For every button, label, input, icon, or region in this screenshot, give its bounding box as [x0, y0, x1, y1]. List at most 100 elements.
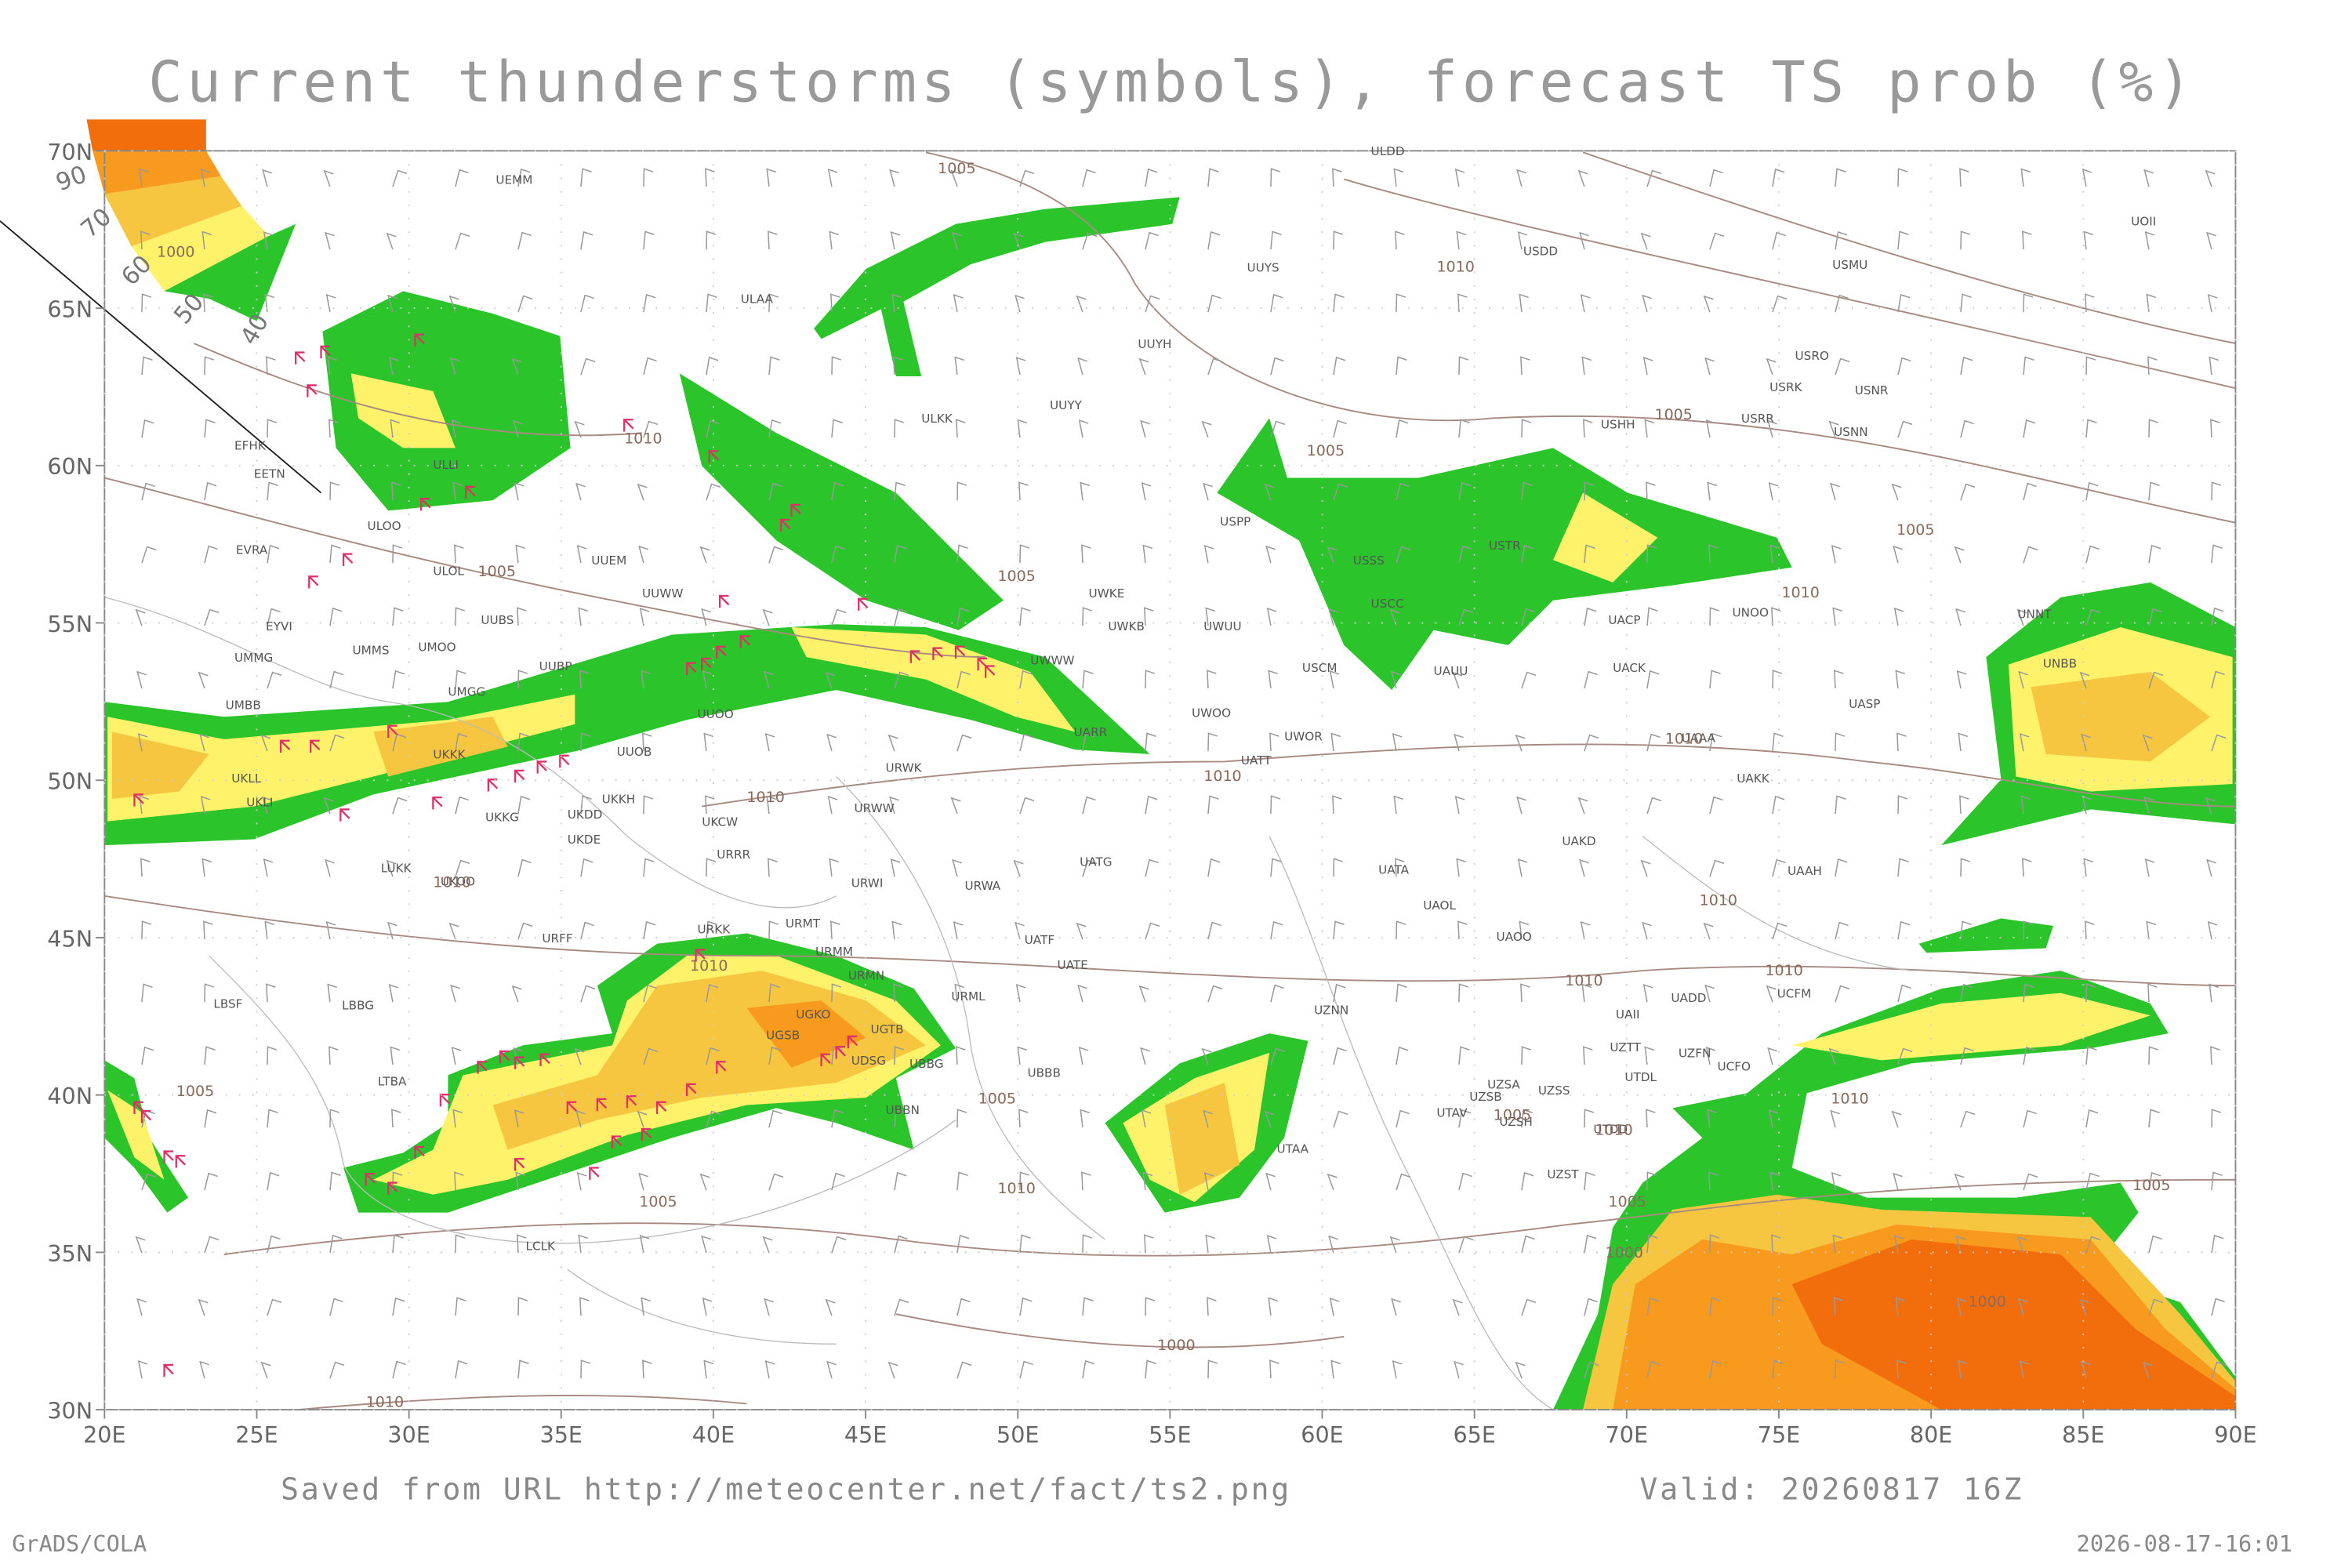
station-label: URWW — [855, 801, 895, 815]
station-label: UGTB — [870, 1022, 903, 1036]
wind-barb — [1704, 984, 1715, 1003]
wind-barb — [1458, 481, 1472, 501]
wind-barb — [1897, 984, 1911, 1003]
wind-barb — [1960, 483, 1976, 501]
wind-barb — [515, 544, 525, 564]
isobar-label: 1010 — [1781, 584, 1819, 601]
station-label: UMMS — [353, 643, 390, 657]
wind-barb — [1142, 544, 1152, 564]
wind-barb — [637, 1110, 648, 1128]
wind-barb — [643, 920, 656, 940]
wind-barb — [2211, 734, 2227, 752]
wind-barb — [2016, 608, 2027, 626]
wind-barb — [764, 1359, 775, 1379]
wind-barb — [2148, 1046, 2159, 1065]
station-label: UATE — [1058, 958, 1088, 972]
wind-barb — [768, 230, 778, 250]
station-label: USCM — [1302, 661, 1338, 675]
wind-barb — [391, 1109, 401, 1128]
wind-barb — [574, 1047, 585, 1065]
wind-barb — [1891, 1110, 1902, 1128]
wind-barb — [1019, 1297, 1033, 1316]
wind-barb — [1520, 356, 1530, 376]
wind-barb — [2143, 796, 2154, 815]
wind-barb — [2085, 608, 2101, 626]
wind-barb — [1956, 1297, 1967, 1316]
station-label: UZFN — [1679, 1047, 1711, 1061]
station-label: UKLI — [246, 796, 273, 810]
wind-barb — [1771, 607, 1781, 626]
wind-barb — [831, 1109, 844, 1128]
wind-barb — [643, 293, 656, 313]
ts-symbol — [655, 1101, 667, 1114]
wind-barb — [199, 1360, 209, 1379]
wind-barb — [1078, 1046, 1089, 1065]
station-label: UBBB — [1027, 1065, 1060, 1080]
wind-barb — [2081, 1360, 2091, 1379]
station-label: USPP — [1220, 514, 1250, 528]
wind-barb — [329, 481, 340, 501]
wind-barb — [825, 671, 836, 689]
wind-barb — [1954, 546, 1965, 564]
wind-barb — [2023, 356, 2034, 376]
color-legend — [0, 119, 322, 494]
wind-barb — [956, 1109, 967, 1128]
wind-barb — [952, 231, 962, 250]
wind-barb — [1389, 608, 1400, 626]
wind-barb — [2023, 482, 2037, 501]
wind-barb — [768, 920, 779, 940]
wind-barb — [705, 168, 715, 187]
wind-barb — [137, 732, 148, 752]
wind-barb — [1333, 230, 1344, 250]
wind-barb — [1145, 231, 1159, 250]
wind-barb — [1960, 983, 1973, 1003]
wind-barb — [956, 734, 972, 752]
wind-barb — [2085, 419, 2097, 438]
wind-barb — [1396, 983, 1407, 1003]
wind-barb — [956, 607, 970, 626]
station-label: UAOO — [1497, 930, 1532, 944]
ts-symbol — [909, 650, 921, 663]
station-label: ULOO — [368, 519, 401, 533]
wind-barb — [1834, 1297, 1844, 1316]
wind-barb — [1709, 1234, 1720, 1254]
wind-barb — [1772, 295, 1788, 313]
wind-barb — [392, 169, 408, 187]
wind-barb — [260, 734, 271, 752]
station-label: URKK — [698, 922, 731, 936]
wind-barb — [643, 858, 655, 877]
wind-barb — [450, 357, 460, 376]
wind-barb — [1521, 1235, 1535, 1254]
wind-barb — [1577, 169, 1588, 187]
wind-barb — [2022, 858, 2032, 877]
station-label: UACK — [1613, 661, 1646, 675]
wind-barb — [1960, 356, 1973, 376]
ts-symbol — [342, 553, 354, 566]
station-label: UUEM — [591, 554, 626, 568]
station-label: UUYY — [1050, 398, 1083, 412]
ts-symbol — [589, 1167, 600, 1180]
station-label: URMN — [848, 969, 884, 983]
wind-barb — [1708, 1171, 1719, 1191]
wind-barb — [139, 795, 149, 815]
wind-barb — [140, 858, 151, 877]
station-label: LTBA — [378, 1075, 407, 1089]
ts-symbol — [686, 662, 697, 675]
wind-barb — [1201, 420, 1212, 438]
wind-barb — [894, 608, 908, 626]
wind-barb — [141, 1173, 157, 1191]
wind-barb — [702, 670, 713, 689]
wind-barb — [1207, 1297, 1217, 1316]
wind-barb — [2079, 671, 2090, 689]
station-label: USNN — [1834, 425, 1868, 439]
wind-barb — [1395, 858, 1405, 877]
wind-barb — [1708, 544, 1719, 564]
wind-barb — [703, 732, 713, 752]
ts-symbol — [623, 419, 634, 432]
wind-barb — [762, 1236, 773, 1254]
wind-barb — [1584, 1361, 1599, 1379]
wind-barb — [1709, 859, 1725, 877]
wind-barb — [1328, 608, 1338, 626]
station-label: URMM — [815, 945, 853, 959]
wind-barb — [329, 1361, 345, 1379]
